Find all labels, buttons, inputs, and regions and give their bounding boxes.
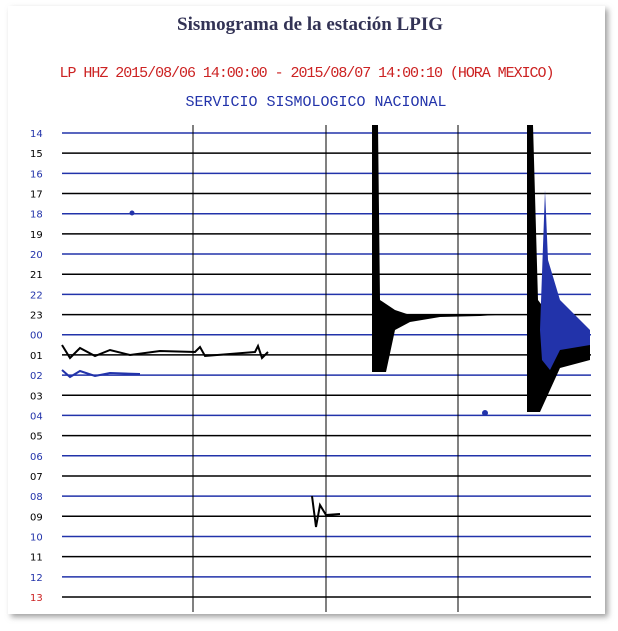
hour-label: 16 — [30, 169, 43, 180]
hour-label: 01 — [30, 351, 43, 362]
waveforms — [61, 125, 590, 528]
hour-label: 02 — [30, 371, 43, 382]
hour-label: 13 — [30, 593, 43, 604]
hour-label: 18 — [30, 210, 43, 221]
hour-label: 17 — [30, 190, 43, 201]
info-line: LP HHZ 2015/08/06 14:00:00 - 2015/08/07 … — [60, 65, 555, 82]
hour-label: 10 — [30, 532, 43, 543]
hour-label: 21 — [30, 270, 43, 281]
hour-label: 04 — [30, 411, 43, 422]
hour-label: 12 — [30, 573, 43, 584]
hour-dividers — [192, 125, 459, 612]
hour-label: 00 — [30, 331, 43, 342]
hour-label: 06 — [30, 452, 43, 463]
frame — [8, 6, 605, 614]
hour-label: 08 — [30, 492, 43, 503]
hour-label: 19 — [30, 230, 43, 241]
hour-label: 20 — [30, 250, 43, 261]
hour-label: 05 — [30, 432, 43, 443]
hour-label: 22 — [30, 290, 43, 301]
hour-label: 11 — [30, 553, 43, 564]
hour-label: 23 — [30, 311, 43, 322]
hour-label: 15 — [30, 149, 43, 160]
hour-label: 03 — [30, 391, 43, 402]
title: Sismograma de la estación LPIG — [177, 14, 443, 35]
info-line: SERVICIO SISMOLOGICO NACIONAL — [185, 94, 446, 111]
hour-label: 07 — [30, 472, 43, 483]
hour-label: 14 — [30, 129, 43, 140]
hour-label: 09 — [30, 512, 43, 523]
